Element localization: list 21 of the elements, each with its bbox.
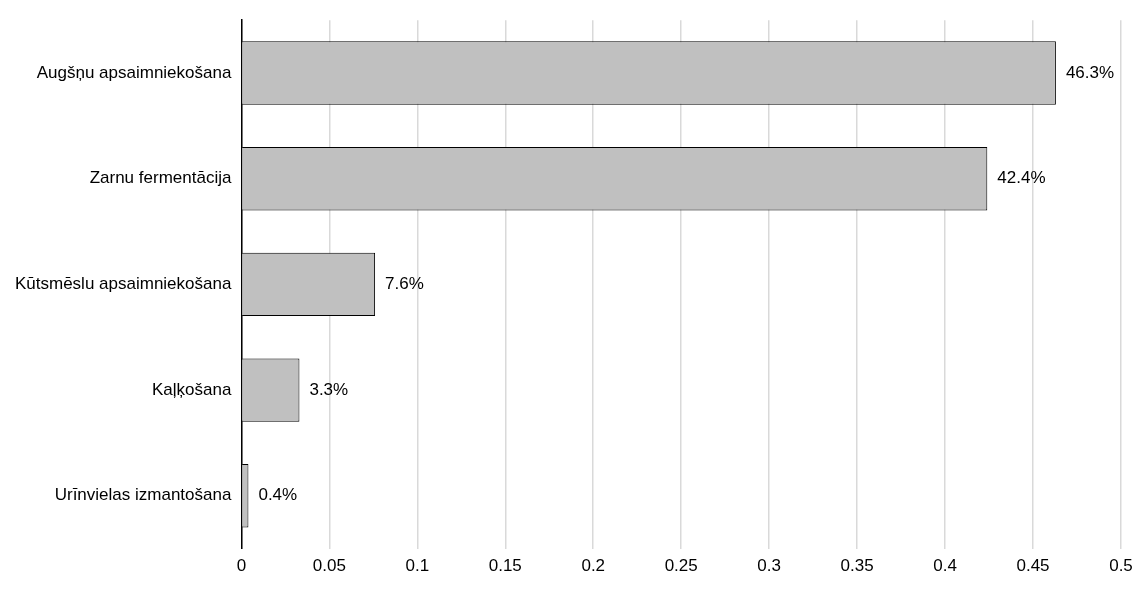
- data-label: 46.3%: [1065, 62, 1115, 82]
- y-tick-label: Kūtsmēslu apsaimniekošana: [14, 274, 232, 294]
- data-label: 7.6%: [385, 274, 424, 294]
- x-tick-label: 0: [236, 556, 247, 576]
- x-tick-label: 0.2: [581, 556, 606, 576]
- x-tick-label: 0.3: [757, 556, 781, 576]
- data-label: 42.4%: [997, 168, 1046, 188]
- data-label: 3.3%: [309, 379, 349, 399]
- y-tick-label: Kaļķošana: [152, 379, 232, 399]
- x-tick-label: 0.1: [405, 556, 430, 576]
- x-tick-label: 0.4: [933, 556, 957, 576]
- y-tick-label: Zarnu fermentācija: [89, 168, 232, 188]
- x-tick-label: 0.05: [312, 556, 346, 576]
- x-tick-label: 0.25: [664, 556, 698, 576]
- x-tick-label: 0.35: [840, 556, 874, 576]
- y-tick-label: Augšņu apsaimniekošana: [36, 62, 232, 82]
- x-tick-label: 0.5: [1109, 556, 1133, 576]
- x-tick-label: 0.45: [1016, 556, 1050, 576]
- y-tick-label: Urīnvielas izmantošana: [54, 485, 232, 505]
- data-label: 0.4%: [258, 485, 298, 505]
- x-tick-label: 0.15: [488, 556, 522, 576]
